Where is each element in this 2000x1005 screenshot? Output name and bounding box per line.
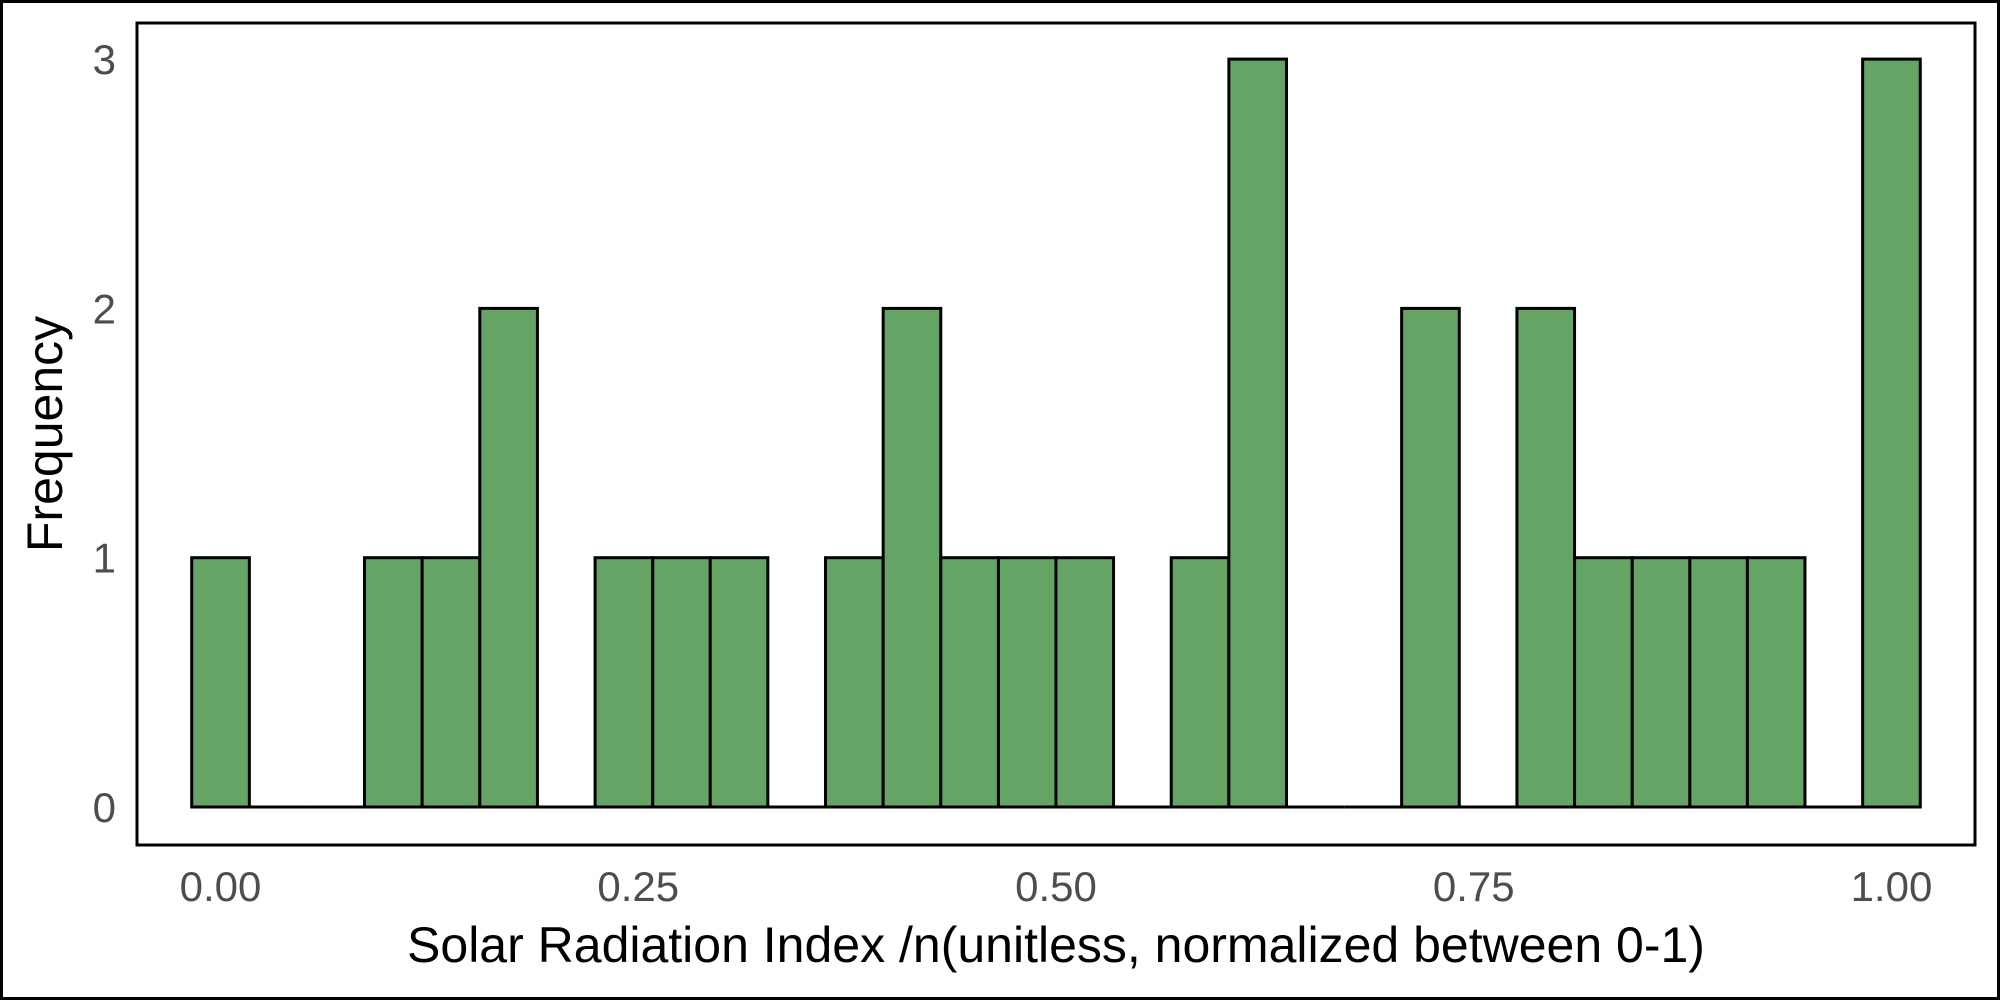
histogram-bar bbox=[190, 556, 251, 809]
histogram-bar bbox=[478, 306, 539, 809]
plot-panel-border bbox=[135, 21, 1977, 847]
histogram-bar bbox=[420, 556, 482, 809]
histogram-bar bbox=[1630, 556, 1692, 809]
histogram-bar bbox=[1745, 556, 1807, 809]
histogram-bar bbox=[939, 556, 1000, 809]
histogram-bar bbox=[1054, 556, 1116, 809]
x-tick-label: 0.25 bbox=[597, 863, 679, 910]
y-tick-label: 1 bbox=[93, 535, 116, 582]
histogram-bar bbox=[1861, 57, 1922, 809]
histogram-bar bbox=[1227, 57, 1288, 809]
histogram-bar bbox=[881, 306, 943, 809]
histogram-bar bbox=[1515, 306, 1577, 809]
histogram-bar bbox=[708, 556, 770, 809]
histogram-bar bbox=[1573, 556, 1634, 809]
histogram-bar bbox=[363, 556, 424, 809]
histogram-bar bbox=[593, 556, 655, 809]
x-tick-label: 0.75 bbox=[1433, 863, 1515, 910]
y-axis-title: Frequency bbox=[17, 316, 73, 552]
histogram-bar bbox=[1688, 556, 1749, 809]
x-tick-label: 0.50 bbox=[1015, 863, 1097, 910]
histogram-bar bbox=[1400, 306, 1461, 809]
x-axis-title: Solar Radiation Index /n(unitless, norma… bbox=[407, 917, 1705, 973]
histogram-bar bbox=[996, 556, 1058, 809]
histogram-bar bbox=[651, 556, 712, 809]
x-tick-label: 1.00 bbox=[1851, 863, 1933, 910]
x-tick-label: 0.00 bbox=[180, 863, 262, 910]
histogram-bar bbox=[824, 556, 885, 809]
bars-layer bbox=[190, 57, 1922, 809]
x-axis-ticks: 0.00 0.25 0.50 0.75 1.00 bbox=[180, 863, 1933, 910]
y-tick-label: 0 bbox=[93, 784, 116, 831]
y-tick-label: 3 bbox=[93, 36, 116, 83]
y-axis-ticks: 0 1 2 3 bbox=[93, 36, 116, 831]
y-tick-label: 2 bbox=[93, 285, 116, 332]
histogram-bar bbox=[1169, 556, 1231, 809]
